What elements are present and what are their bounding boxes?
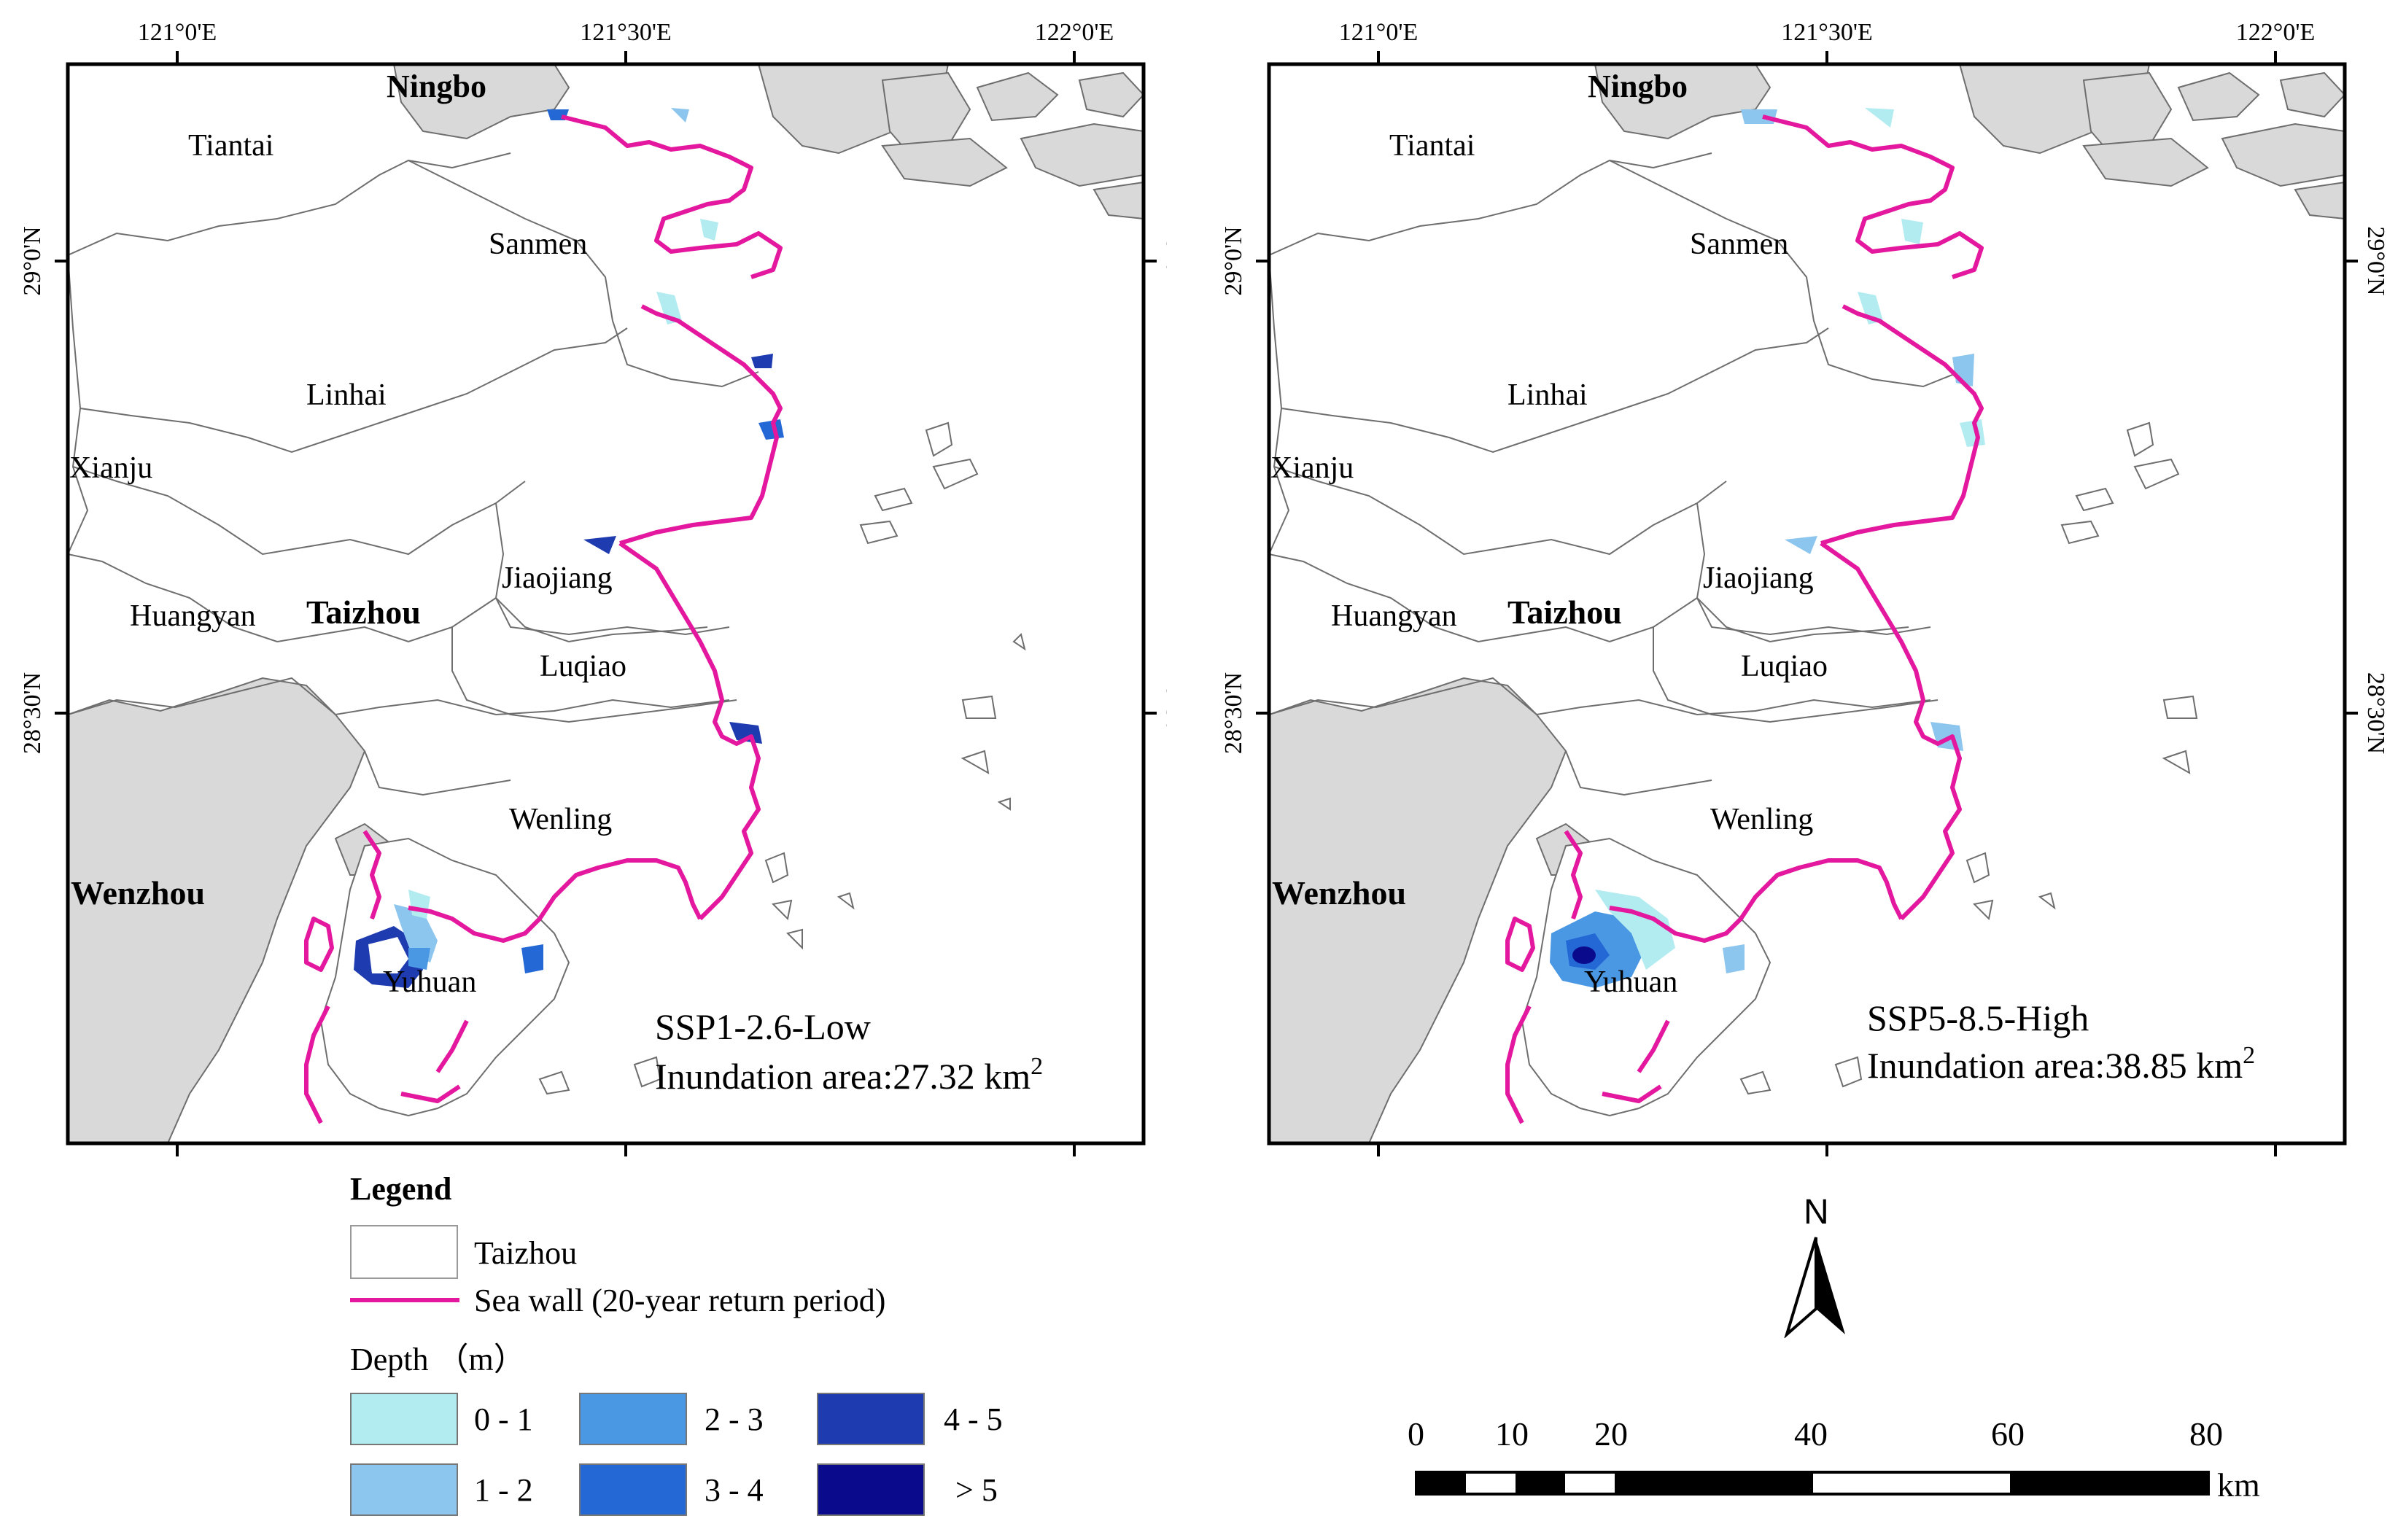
scale-unit: km bbox=[2217, 1466, 2260, 1504]
lat-tick-1-right-side-left: 29°0'N bbox=[1161, 226, 1167, 295]
lon-tick-bottom-3-left: 122°0'E bbox=[1035, 1164, 1114, 1167]
north-arrow-icon bbox=[1784, 1237, 1845, 1338]
scale-tick-60: 60 bbox=[1991, 1415, 2025, 1452]
legend-depth-label-1-2: 1 - 2 bbox=[474, 1472, 533, 1508]
label-sanmen: Sanmen bbox=[1690, 228, 1788, 261]
lon-tick-top-2-right: 121°30'E bbox=[1781, 19, 1873, 46]
label-wenling: Wenling bbox=[1710, 803, 1813, 836]
label-linhai: Linhai bbox=[306, 378, 387, 412]
legend-depth-label-3-4: 3 - 4 bbox=[705, 1472, 764, 1508]
legend-depth-label-2-3: 2 - 3 bbox=[705, 1401, 764, 1437]
lat-tick-2-right-side-left: 28°30'N bbox=[1161, 672, 1167, 754]
lat-tick-2-left: 28°30'N bbox=[19, 672, 46, 754]
scale-tick-0: 0 bbox=[1408, 1415, 1424, 1452]
lon-tick-bottom-1-left: 121°0'E bbox=[138, 1164, 217, 1167]
legend-depth-swatch-gt5 bbox=[817, 1463, 925, 1516]
legend-taizhou-swatch bbox=[350, 1225, 458, 1279]
label-taizhou: Taizhou bbox=[1507, 594, 1622, 631]
label-ningbo: Ningbo bbox=[1588, 69, 1688, 104]
label-huangyan: Huangyan bbox=[1331, 599, 1457, 633]
lon-tick-top-1-left: 121°0'E bbox=[138, 19, 217, 46]
north-label: N bbox=[1804, 1193, 1829, 1232]
map-panel-left: Ningbo Tiantai Sanmen Linhai Xianju Jiao… bbox=[19, 19, 1167, 1167]
label-wenling: Wenling bbox=[509, 803, 612, 836]
north-arrow: N bbox=[1783, 1192, 1856, 1338]
map-frame-right bbox=[1267, 62, 2347, 1146]
inundation-area-right: Inundation area:38.85 km2 bbox=[1867, 1042, 2255, 1086]
seawall-right bbox=[1505, 114, 1984, 1124]
label-ningbo: Ningbo bbox=[387, 69, 486, 104]
legend: Legend Taizhou Sea wall (20-year return … bbox=[344, 1163, 1074, 1528]
scale-bar-graphic bbox=[1415, 1471, 2210, 1496]
lat-tick-1-right: 29°0'N bbox=[1220, 226, 1247, 295]
label-tiantai: Tiantai bbox=[188, 129, 273, 163]
lon-tick-top-2-left: 121°30'E bbox=[580, 19, 672, 46]
lon-tick-top-3-left: 122°0'E bbox=[1035, 19, 1114, 46]
label-yuhuan: Yuhuan bbox=[383, 965, 476, 999]
label-xianju: Xianju bbox=[1270, 451, 1354, 485]
label-xianju: Xianju bbox=[69, 451, 152, 485]
scenario-label-right: SSP5-8.5-High bbox=[1867, 998, 2089, 1038]
lat-tick-1-right-side-right: 29°0'N bbox=[2362, 226, 2389, 295]
scenario-label-left: SSP1-2.6-Low bbox=[655, 1006, 871, 1047]
inundation-left bbox=[354, 108, 784, 988]
label-jiaojiang: Jiaojiang bbox=[1703, 561, 1814, 595]
scale-tick-40: 40 bbox=[1794, 1415, 1828, 1452]
label-huangyan: Huangyan bbox=[130, 599, 256, 633]
legend-depth-label-4-5: 4 - 5 bbox=[944, 1401, 1003, 1437]
legend-depth-swatch-4-5 bbox=[817, 1393, 925, 1445]
map-frame-left bbox=[66, 62, 1146, 1146]
legend-depth-label-0-1: 0 - 1 bbox=[474, 1401, 533, 1437]
lon-tick-top-3-right: 122°0'E bbox=[2236, 19, 2316, 46]
lat-tick-2-right-side-right: 28°30'N bbox=[2362, 672, 2389, 754]
legend-depth-swatch-3-4 bbox=[579, 1463, 687, 1516]
legend-seawall-line bbox=[350, 1298, 459, 1302]
scale-bar: 0 10 20 40 60 80 km bbox=[1408, 1415, 2283, 1517]
inundation-right bbox=[1550, 108, 1985, 988]
legend-depth-swatch-2-3 bbox=[579, 1393, 687, 1445]
legend-taizhou-label: Taizhou bbox=[474, 1235, 578, 1271]
label-taizhou: Taizhou bbox=[306, 594, 421, 631]
legend-depth-label-gt5: > 5 bbox=[955, 1472, 998, 1508]
lon-tick-top-1-right: 121°0'E bbox=[1339, 19, 1419, 46]
label-luqiao: Luqiao bbox=[540, 650, 626, 683]
legend-depth-swatch-0-1 bbox=[350, 1393, 458, 1445]
lat-tick-1-left: 29°0'N bbox=[19, 226, 46, 295]
legend-seawall-label: Sea wall (20-year return period) bbox=[474, 1283, 886, 1318]
label-wenzhou: Wenzhou bbox=[1272, 874, 1406, 911]
label-sanmen: Sanmen bbox=[489, 228, 587, 261]
label-linhai: Linhai bbox=[1507, 378, 1588, 412]
lat-tick-2-right: 28°30'N bbox=[1220, 672, 1247, 754]
lon-tick-bottom-2-right: 121°30'E bbox=[1781, 1164, 1873, 1167]
seawall-left bbox=[304, 114, 783, 1124]
lon-tick-bottom-1-right: 121°0'E bbox=[1339, 1164, 1419, 1167]
label-wenzhou: Wenzhou bbox=[71, 874, 205, 911]
map-panel-right: Ningbo Tiantai Sanmen Linhai Xianju Jiao… bbox=[1220, 19, 2389, 1167]
label-yuhuan: Yuhuan bbox=[1584, 965, 1677, 999]
label-luqiao: Luqiao bbox=[1741, 650, 1828, 683]
legend-depth-swatch-1-2 bbox=[350, 1463, 458, 1516]
label-jiaojiang: Jiaojiang bbox=[502, 561, 613, 595]
scale-tick-20: 20 bbox=[1594, 1415, 1628, 1452]
inundation-area-left: Inundation area:27.32 km2 bbox=[655, 1053, 1043, 1097]
lon-tick-bottom-3-right: 122°0'E bbox=[2236, 1164, 2316, 1167]
label-tiantai: Tiantai bbox=[1389, 129, 1475, 163]
lon-tick-bottom-2-left: 121°30'E bbox=[580, 1164, 672, 1167]
scale-tick-10: 10 bbox=[1495, 1415, 1529, 1452]
scale-tick-80: 80 bbox=[2189, 1415, 2223, 1452]
legend-depth-title: Depth （m） bbox=[350, 1342, 526, 1377]
legend-title: Legend bbox=[350, 1171, 452, 1207]
